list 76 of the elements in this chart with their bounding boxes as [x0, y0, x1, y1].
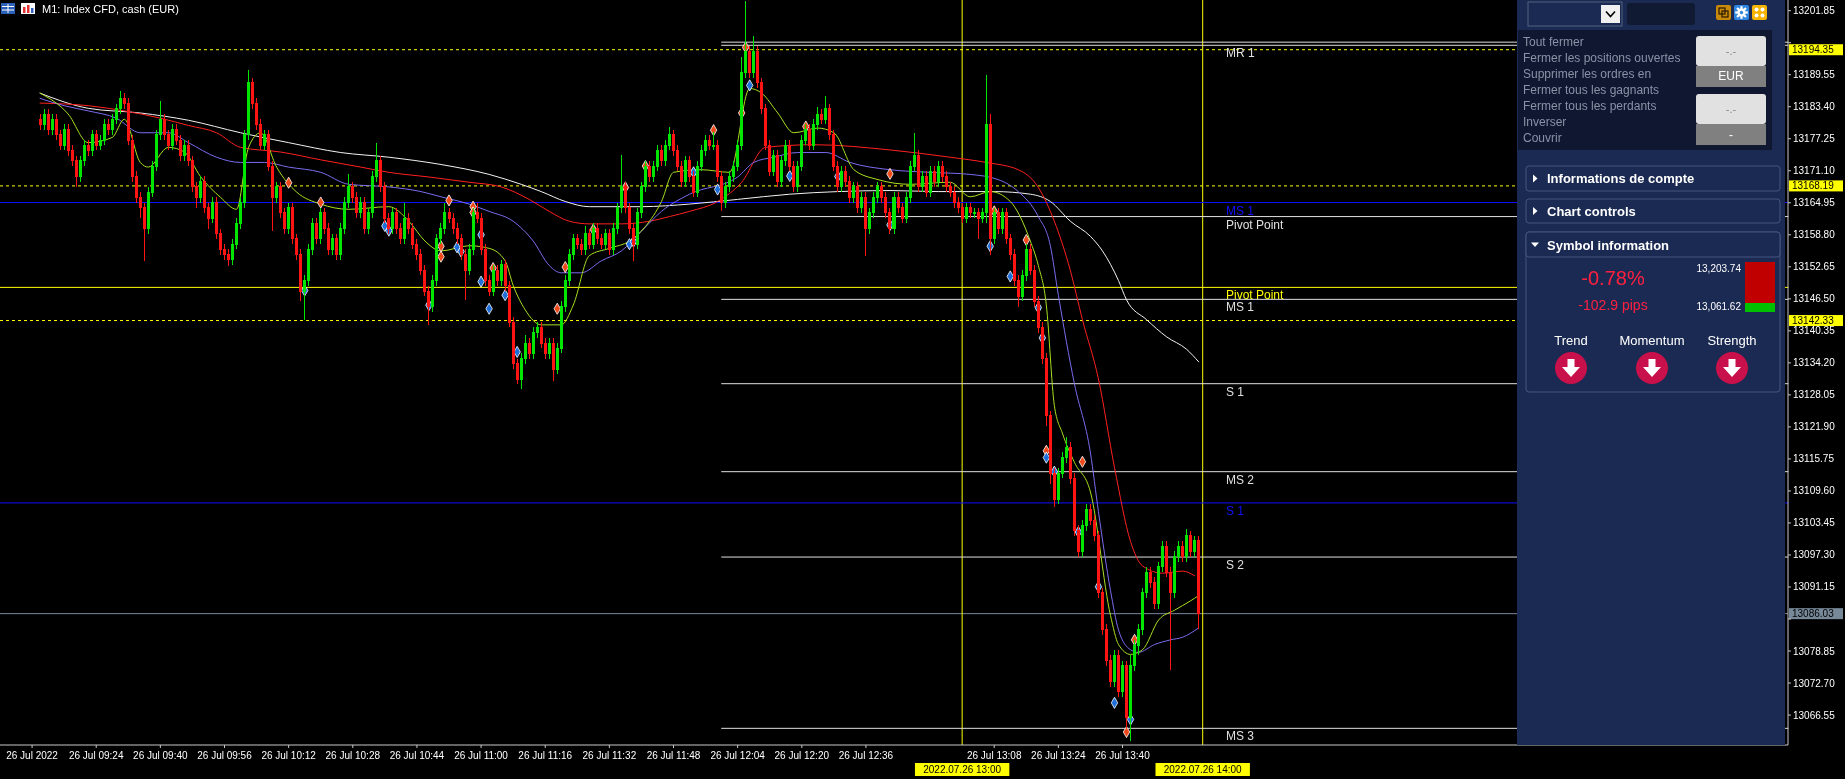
annotation: Couvrir	[1523, 131, 1562, 145]
y-tick-label: 13152.65	[1793, 261, 1836, 273]
y-tick-label: 13078.85	[1793, 645, 1836, 657]
x-tick-label: 26 Jul 11:32	[582, 749, 637, 761]
annotation: -	[1729, 128, 1733, 142]
annotation: Trend	[1554, 332, 1588, 348]
y-tick-label: 13109.60	[1793, 485, 1836, 497]
annotation: Chart controls	[1547, 203, 1636, 219]
x-tick-label: 26 Jul 13:08	[966, 749, 1022, 761]
y-tick-label: 13091.15	[1793, 581, 1836, 593]
x-tick-label: 26 Jul 12:36	[838, 749, 894, 761]
annotation: -.-	[1725, 45, 1737, 57]
y-tick-label: 13097.30	[1793, 549, 1836, 561]
series-label: MS 1	[1226, 300, 1255, 315]
x-tick-label: 26 Jul 2022	[6, 749, 59, 761]
x-tick-label: 26 Jul 13:40	[1095, 749, 1151, 761]
annotation: -.-	[1725, 103, 1737, 115]
x-tick-label: 26 Jul 11:00	[454, 749, 509, 761]
ref-line-label: 13086.03	[1792, 608, 1835, 620]
chart-title: M1: Index CFD, cash (EUR)	[42, 3, 179, 15]
series-label: Pivot Point	[1226, 288, 1285, 303]
annotation: 13,203.74	[1696, 262, 1742, 274]
annotation: Momentum	[1619, 332, 1685, 348]
annotation: Fermer tous les perdants	[1523, 99, 1657, 113]
x-tick-label: 26 Jul 10:12	[261, 749, 317, 761]
ref-line-label: 13142.33	[1792, 315, 1835, 327]
y-tick-label: 13134.20	[1793, 357, 1836, 369]
y-tick-label: 13189.55	[1793, 69, 1836, 81]
x-tick-label: 26 Jul 10:44	[389, 749, 445, 761]
series-label: MS 1	[1226, 203, 1255, 218]
series-label: MS 2	[1226, 472, 1255, 487]
y-tick-label: 13115.75	[1793, 453, 1835, 465]
ref-line-label: 13194.35	[1792, 44, 1835, 56]
annotation: Tout fermer	[1523, 35, 1584, 49]
y-tick-label: 13183.40	[1793, 101, 1836, 113]
annotation: Fermer tous les gagnants	[1523, 83, 1660, 97]
annotation: Fermer les positions ouvertes	[1523, 51, 1681, 65]
annotation: Inverser	[1523, 115, 1567, 129]
x-tick-label: 26 Jul 12:20	[774, 749, 830, 761]
y-tick-label: 13146.50	[1793, 293, 1836, 305]
ref-line-label: 2022.07.26 14:00	[1163, 764, 1243, 775]
y-tick-label: 13171.10	[1793, 165, 1836, 177]
y-tick-label: 13164.95	[1793, 197, 1836, 209]
y-tick-label: 13072.70	[1793, 677, 1836, 689]
x-tick-label: 26 Jul 11:48	[646, 749, 701, 761]
annotation: EUR	[1718, 69, 1744, 83]
series-label: S 1	[1226, 384, 1245, 399]
x-tick-label: 26 Jul 09:56	[197, 749, 253, 761]
x-tick-label: 26 Jul 12:04	[710, 749, 766, 761]
series-label: S 2	[1226, 558, 1245, 573]
series-label: MR 1	[1226, 46, 1255, 61]
x-tick-label: 26 Jul 09:24	[68, 749, 124, 761]
y-tick-label: 13158.80	[1793, 229, 1836, 241]
annotation: Strength	[1707, 332, 1757, 348]
y-tick-label: 13128.05	[1793, 389, 1836, 401]
annotation: -102.9 pips	[1578, 297, 1648, 313]
series-label: S 1	[1226, 503, 1245, 518]
y-tick-label: 13140.35	[1793, 325, 1836, 337]
annotation: Symbol information	[1547, 237, 1670, 253]
y-tick-label: 13066.55	[1793, 709, 1836, 721]
x-tick-label: 26 Jul 11:16	[518, 749, 573, 761]
ref-line-label: 2022.07.26 13:00	[923, 764, 1002, 775]
x-tick-label: 26 Jul 10:28	[325, 749, 381, 761]
y-tick-label: 13177.25	[1793, 133, 1836, 145]
annotation: Informations de compte	[1547, 170, 1695, 186]
annotation: -0.78%	[1581, 267, 1645, 289]
x-tick-label: 26 Jul 09:40	[133, 749, 189, 761]
y-tick-label: 13201.85	[1793, 5, 1836, 17]
x-tick-label: 26 Jul 13:24	[1031, 749, 1087, 761]
y-tick-label: 13121.90	[1793, 421, 1836, 433]
annotation: 13,061.62	[1696, 300, 1742, 312]
y-tick-label: 13103.45	[1793, 517, 1836, 529]
series-label: Pivot Point	[1226, 217, 1285, 232]
ref-line-label: 13168.19	[1792, 180, 1835, 192]
series-label: MS 3	[1226, 729, 1255, 744]
annotation: Supprimer les ordres en	[1523, 67, 1652, 81]
